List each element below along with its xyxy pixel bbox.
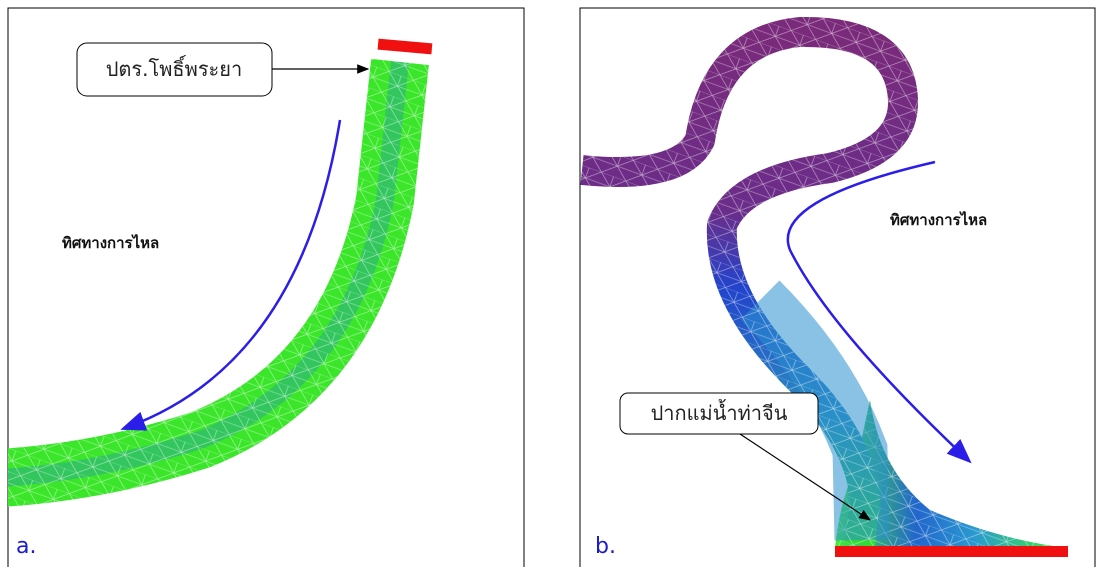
- river-mesh: [580, 16, 1068, 548]
- mouth-bar: [835, 546, 1068, 557]
- callout-arrow: [739, 433, 872, 521]
- callout-box: [619, 392, 819, 435]
- callout-text: ปตร.โพธิ์พระยา: [106, 54, 243, 81]
- panel-label: b.: [595, 534, 616, 559]
- flow-label: ทิศทางการไหล: [890, 210, 987, 229]
- panel-b: ทิศทางการไหล ปากแม่น้ำท่าจีน b.: [579, 7, 1096, 567]
- river-mesh: [8, 58, 429, 507]
- flow-label: ทิศทางการไหล: [62, 233, 159, 252]
- flow-arrow: [786, 160, 972, 464]
- callout-text: ปากแม่น้ำท่าจีน: [651, 399, 788, 425]
- panel-label: a.: [16, 534, 36, 559]
- gate-bar: [377, 38, 433, 55]
- flow-arrow: [120, 119, 342, 431]
- panel-a: ปตร.โพธิ์พระยา ทิศทางการไหล a.: [7, 7, 525, 567]
